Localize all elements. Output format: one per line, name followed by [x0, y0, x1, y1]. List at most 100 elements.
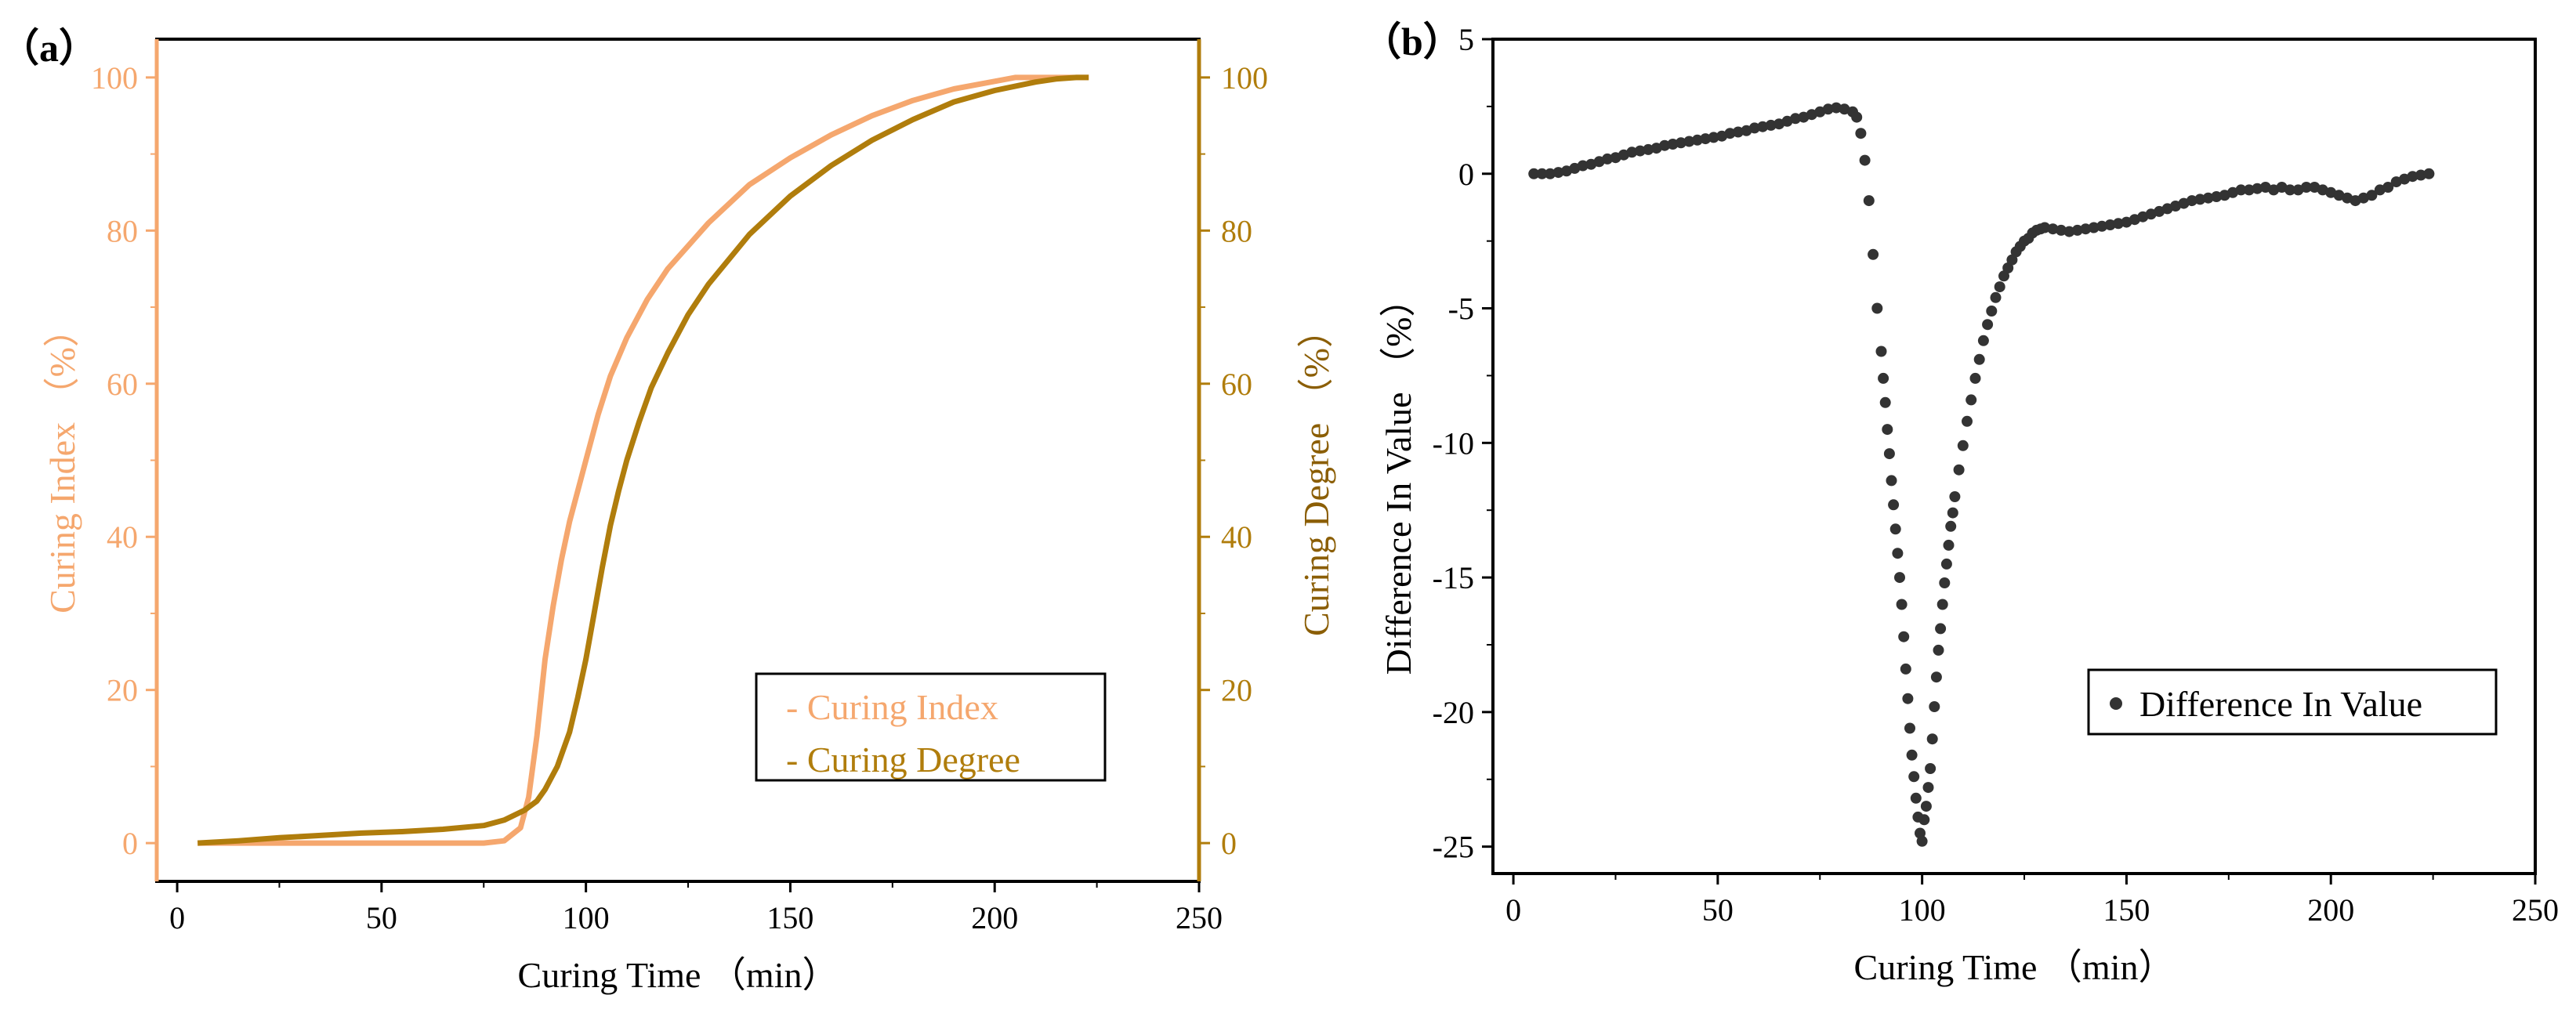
- difference-point: [1892, 548, 1904, 559]
- chart-b-y-tick-label: -10: [1433, 425, 1474, 461]
- difference-point: [1536, 168, 1548, 179]
- chart-b-x-tick-label: 150: [2103, 892, 2150, 928]
- difference-point: [1910, 792, 1922, 804]
- chart-a-legend: - Curing Index - Curing Degree: [755, 672, 1107, 782]
- difference-point: [1883, 448, 1895, 460]
- chart-b-y-tick-label: 5: [1458, 22, 1474, 57]
- chart-a-x-tick-label: 0: [169, 900, 185, 935]
- difference-point: [2423, 168, 2435, 179]
- difference-point: [1882, 424, 1893, 436]
- difference-point: [1998, 270, 2009, 282]
- chart-b-y-tick-label: -15: [1433, 560, 1474, 595]
- difference-point: [1545, 168, 1556, 179]
- legend-difference-in-value: Difference In Value: [2139, 684, 2422, 724]
- chart-a-left-y-tick-label: 0: [122, 826, 138, 861]
- difference-point: [2276, 182, 2288, 193]
- difference-point: [1929, 701, 1940, 712]
- difference-point: [1982, 319, 1994, 331]
- difference-point: [2039, 222, 2051, 233]
- chart-a-x-tick-label: 150: [766, 900, 813, 935]
- difference-point: [1667, 139, 1679, 150]
- chart-b-plot-frame: [1491, 38, 2537, 875]
- difference-point: [2006, 254, 2018, 266]
- difference-point: [1851, 111, 1863, 123]
- difference-point: [1945, 520, 1957, 532]
- chart-b-y-tick-label: 0: [1458, 157, 1474, 192]
- legend-curing-degree: - Curing Degree: [786, 740, 1020, 780]
- difference-point: [2170, 201, 2181, 212]
- difference-point: [1889, 523, 1901, 535]
- difference-point: [1969, 372, 1981, 384]
- difference-point: [1675, 137, 1687, 149]
- chart-a-right-y-tick-label: 60: [1221, 367, 1252, 402]
- difference-point: [2186, 195, 2197, 207]
- difference-point: [1986, 306, 1998, 317]
- difference-point: [2415, 169, 2426, 181]
- difference-point: [2080, 223, 2092, 235]
- difference-point: [1900, 663, 1911, 675]
- difference-point: [2194, 194, 2206, 205]
- difference-point: [1973, 353, 1985, 365]
- difference-point: [2227, 186, 2238, 198]
- legend-difference-marker: [2110, 697, 2122, 710]
- difference-point: [1691, 134, 1703, 146]
- difference-point: [1904, 722, 1915, 734]
- difference-point: [1871, 302, 1883, 314]
- difference-point: [1634, 145, 1646, 157]
- chart-a-x-tick-label: 100: [563, 900, 610, 935]
- difference-point: [1916, 835, 1928, 847]
- difference-point: [2211, 191, 2223, 202]
- chart-b-y-axis-title: Difference In Value （%）: [1379, 281, 1418, 675]
- chart-a-right-y-tick-label: 0: [1221, 826, 1237, 861]
- chart-a-x-tick-label: 50: [366, 900, 397, 935]
- difference-point: [1906, 749, 1918, 761]
- difference-point: [2096, 220, 2108, 232]
- difference-point: [1765, 119, 1777, 131]
- difference-point: [1937, 599, 1948, 610]
- difference-point: [1708, 132, 1719, 143]
- difference-point: [2333, 190, 2345, 201]
- chart-b-x-tick-label: 250: [2512, 892, 2559, 928]
- difference-point: [1902, 693, 1914, 704]
- difference-point: [1875, 346, 1887, 357]
- difference-point: [1552, 167, 1564, 179]
- difference-point: [1957, 440, 1969, 451]
- chart-b-y-tick-label: -25: [1433, 830, 1474, 865]
- difference-point: [1859, 154, 1871, 166]
- chart-a-right-y-tick-label: 100: [1221, 60, 1268, 96]
- difference-point: [1888, 499, 1900, 511]
- difference-point: [2202, 192, 2214, 204]
- difference-point: [1528, 168, 1540, 179]
- chart-a-left-y-tick-label: 80: [107, 213, 138, 248]
- chart-b-y-tick-label: -5: [1448, 291, 1474, 327]
- difference-point: [2121, 216, 2132, 228]
- difference-point: [1925, 763, 1937, 774]
- difference-point: [1650, 143, 1662, 154]
- difference-point: [1879, 396, 1891, 408]
- difference-point: [1990, 291, 2002, 303]
- difference-point: [2056, 224, 2067, 236]
- chart-b-legend: Difference In Value: [2087, 668, 2498, 736]
- difference-point: [1908, 771, 1920, 783]
- chart-b-x-tick-label: 200: [2307, 892, 2354, 928]
- chart-b-x-tick-label: 100: [1899, 892, 1946, 928]
- difference-point: [2063, 226, 2075, 237]
- difference-point: [1732, 126, 1744, 138]
- difference-point: [2235, 184, 2247, 196]
- difference-point: [1855, 128, 1867, 139]
- difference-point: [1939, 577, 1951, 588]
- difference-point: [1806, 109, 1817, 121]
- difference-point: [2284, 184, 2296, 196]
- difference-point: [1949, 491, 1961, 502]
- difference-point: [1577, 160, 1589, 172]
- chart-b-x-tick-label: 0: [1505, 892, 1521, 928]
- difference-point: [1643, 143, 1654, 155]
- difference-point: [2002, 262, 2014, 273]
- difference-point: [2357, 192, 2369, 204]
- difference-point: [2382, 182, 2394, 193]
- chart-a-right-y-tick-label: 40: [1221, 519, 1252, 555]
- difference-point: [1943, 539, 1955, 551]
- difference-point: [1933, 644, 1944, 656]
- difference-point: [1822, 103, 1834, 115]
